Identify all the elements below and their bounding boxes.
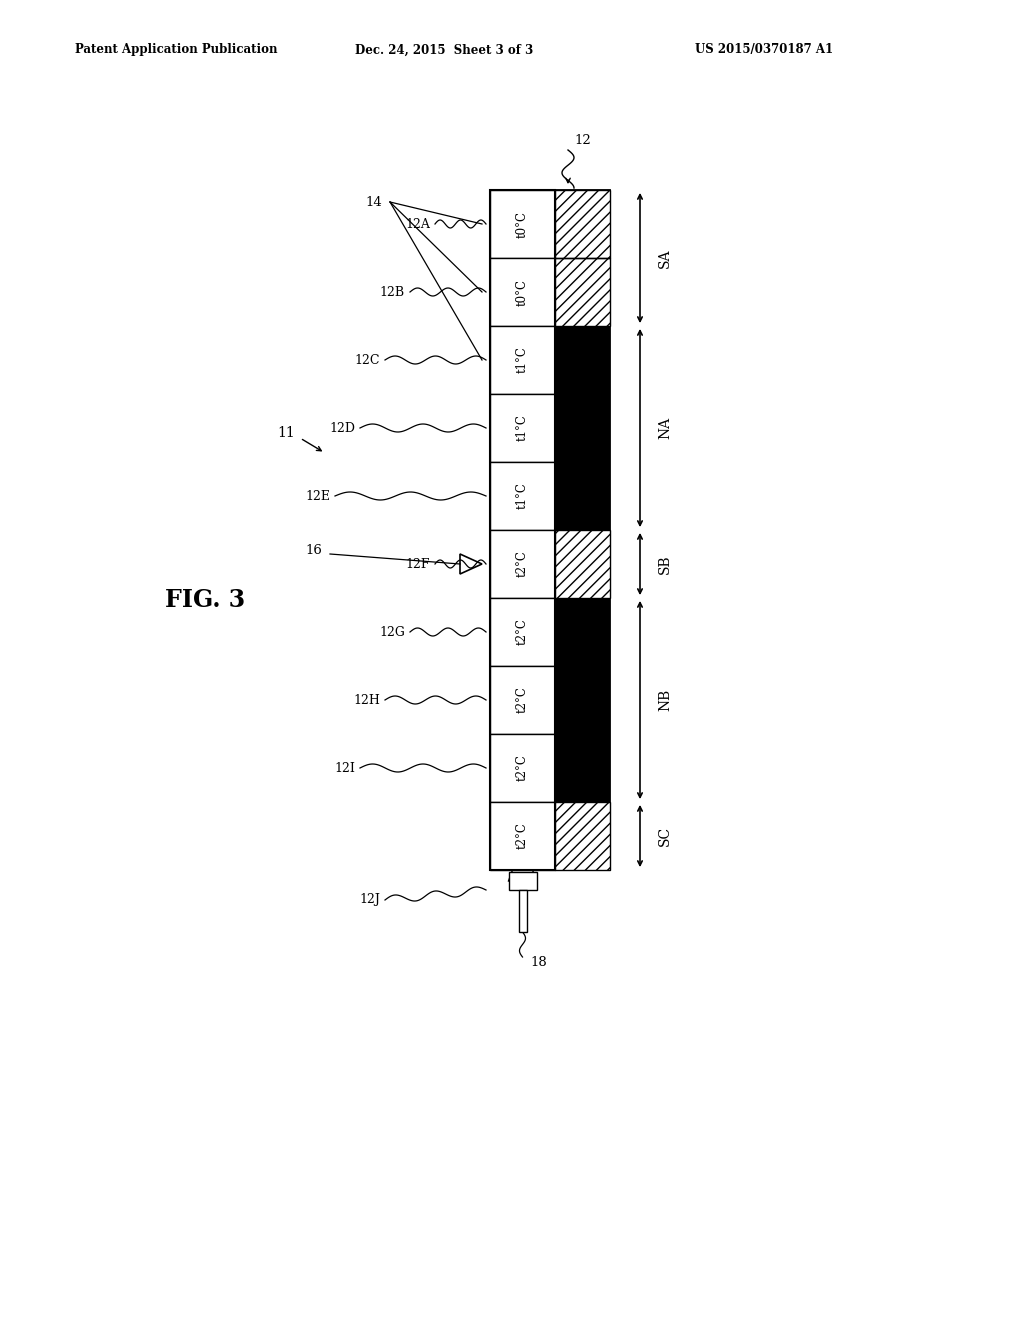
Text: 12E: 12E [305, 490, 330, 503]
Text: t1°C: t1°C [516, 483, 529, 510]
Bar [555, 531, 610, 598]
Text: 12C: 12C [354, 354, 380, 367]
Bar [555, 803, 610, 870]
Text: 12J: 12J [359, 894, 380, 907]
Bar [490, 462, 555, 531]
Text: t0°C: t0°C [516, 210, 529, 238]
Bar [555, 257, 610, 326]
Text: FIG. 3: FIG. 3 [165, 587, 245, 612]
Bar [490, 598, 555, 667]
Bar [490, 190, 555, 257]
Bar [555, 598, 610, 667]
Text: 12B: 12B [380, 285, 406, 298]
Bar [509, 873, 537, 890]
Bar [555, 393, 610, 462]
Bar [555, 462, 610, 531]
Text: NB: NB [658, 689, 672, 711]
Text: t2°C: t2°C [516, 619, 529, 645]
Bar [555, 190, 610, 257]
Text: 12H: 12H [353, 693, 380, 706]
Text: 12A: 12A [406, 218, 430, 231]
Text: 12G: 12G [379, 626, 406, 639]
Bar [518, 890, 526, 932]
Text: SA: SA [658, 248, 672, 268]
Bar [555, 190, 610, 870]
Text: SB: SB [658, 554, 672, 574]
Text: t2°C: t2°C [516, 550, 529, 577]
Text: t0°C: t0°C [516, 279, 529, 305]
Text: t2°C: t2°C [516, 686, 529, 713]
Text: t1°C: t1°C [516, 414, 529, 441]
Bar [490, 734, 555, 803]
Bar [555, 257, 610, 326]
Text: 12D: 12D [329, 421, 355, 434]
Bar [555, 803, 610, 870]
Text: Patent Application Publication: Patent Application Publication [75, 44, 278, 57]
Text: t2°C: t2°C [516, 822, 529, 850]
Text: US 2015/0370187 A1: US 2015/0370187 A1 [695, 44, 834, 57]
Bar [490, 190, 555, 870]
Text: 16: 16 [305, 544, 322, 557]
Bar [555, 531, 610, 598]
Text: t1°C: t1°C [516, 347, 529, 374]
Text: 18: 18 [530, 956, 547, 969]
Bar [555, 190, 610, 257]
Text: NA: NA [658, 417, 672, 440]
Text: t2°C: t2°C [516, 755, 529, 781]
Bar [490, 531, 555, 598]
Text: 12I: 12I [334, 762, 355, 775]
Text: 11: 11 [278, 426, 295, 440]
Bar [490, 326, 555, 393]
Text: 12: 12 [574, 133, 591, 147]
Bar [490, 803, 555, 870]
Bar [555, 667, 610, 734]
Text: 14: 14 [366, 195, 382, 209]
Bar [490, 257, 555, 326]
Text: Dec. 24, 2015  Sheet 3 of 3: Dec. 24, 2015 Sheet 3 of 3 [355, 44, 534, 57]
Text: 12F: 12F [406, 557, 430, 570]
Bar [490, 667, 555, 734]
Text: SC: SC [658, 826, 672, 846]
Bar [555, 734, 610, 803]
Bar [555, 326, 610, 393]
Bar [490, 393, 555, 462]
